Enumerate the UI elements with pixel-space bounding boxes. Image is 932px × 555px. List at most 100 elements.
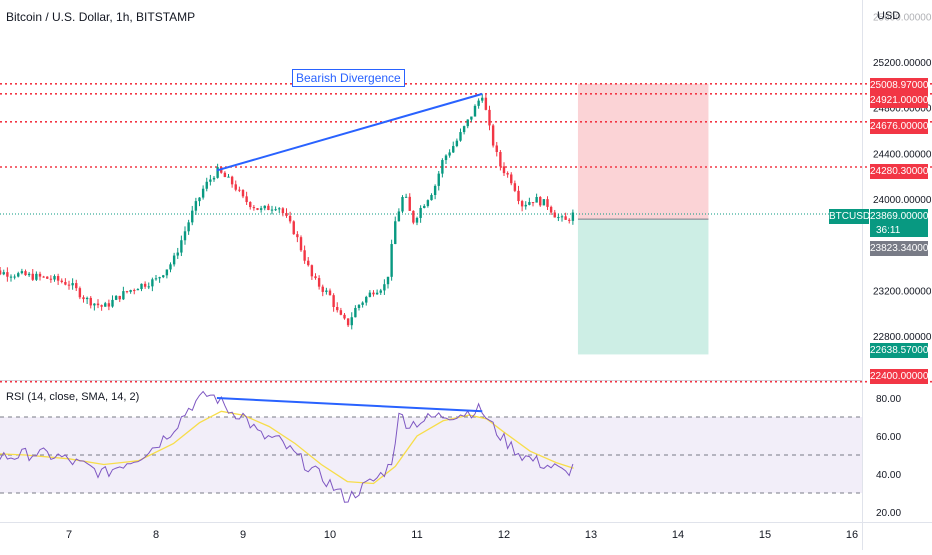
candle-body [448, 152, 451, 156]
candle-body [67, 284, 71, 286]
price-axis-label: 25600.00000 [873, 12, 932, 23]
candle-body [238, 189, 241, 191]
candle-body [267, 205, 270, 211]
rsi-axis-label: 80.00 [876, 394, 901, 405]
candle-body [441, 160, 444, 174]
candle-body [212, 177, 216, 180]
candle-body [520, 201, 524, 207]
candle-body [209, 179, 212, 182]
candle-body [288, 215, 292, 222]
candle-body [9, 276, 13, 278]
candle-body [245, 196, 248, 203]
candle-body [230, 176, 234, 185]
candle-body [299, 237, 303, 251]
stop-loss-zone [577, 83, 709, 220]
candle-body [488, 109, 491, 126]
candle-body [38, 273, 42, 277]
candle-body [89, 297, 92, 306]
candle-body [415, 217, 419, 223]
bearish-divergence-label[interactable]: Bearish Divergence [292, 69, 405, 87]
candle-body [394, 221, 397, 245]
candle-body [325, 290, 328, 292]
candle-body [241, 190, 245, 197]
candle-body [78, 288, 82, 298]
price-tag-last: 23869.00000 [870, 209, 929, 224]
candle-body [466, 119, 469, 127]
candle-body [24, 271, 27, 276]
candle-body [484, 97, 488, 110]
candle-body [433, 185, 437, 195]
price-tag-level: 22400.00000 [870, 369, 929, 384]
candle-body [27, 273, 31, 276]
candle-body [17, 273, 20, 277]
candle-body [256, 208, 259, 210]
candle-body [201, 188, 205, 198]
candle-body [564, 216, 567, 220]
candle-body [513, 183, 517, 191]
candle-body [426, 200, 430, 206]
candle-body [198, 197, 201, 202]
candle-body [328, 290, 332, 296]
candle-body [397, 211, 401, 222]
candle-body [49, 278, 53, 280]
price-axis-label: 24400.00000 [873, 149, 932, 160]
candle-body [546, 199, 549, 207]
candle-body [143, 283, 147, 287]
candle-body [357, 304, 361, 308]
rsi-ma-line [0, 410, 574, 485]
candle-body [452, 146, 455, 153]
candle-body [154, 278, 158, 280]
candle-body [274, 209, 277, 211]
candle-body [100, 305, 103, 307]
time-axis-border [0, 522, 932, 523]
time-axis-label: 9 [240, 529, 246, 541]
candle-body [346, 318, 350, 326]
candle-body [263, 205, 266, 209]
candle-body [191, 210, 194, 223]
candle-body [270, 209, 274, 211]
candle-body [553, 212, 556, 218]
symbol-tag: BTCUSD [829, 209, 871, 224]
candle-body [129, 290, 132, 292]
candle-body [524, 204, 527, 207]
candle-body [361, 302, 364, 305]
candle-body [234, 184, 237, 190]
candle-body [437, 173, 440, 186]
candle-body [64, 281, 67, 285]
candle-body [75, 283, 78, 289]
rsi-axis-label: 20.00 [876, 508, 901, 519]
candle-body [136, 289, 140, 291]
candle-body [383, 284, 386, 291]
candle-body [571, 212, 575, 221]
time-axis-label: 14 [672, 529, 684, 541]
candle-body [85, 297, 89, 300]
candle-body [20, 271, 24, 274]
candle-body [162, 275, 165, 278]
rsi-legend: RSI (14, close, SMA, 14, 2) [6, 391, 140, 403]
candle-body [227, 176, 230, 178]
candle-body [343, 314, 346, 319]
candle-body [444, 155, 448, 161]
time-axis-label: 16 [846, 529, 858, 541]
price-axis-label: 25200.00000 [873, 58, 932, 69]
candle-body [354, 307, 357, 318]
pane-separator [0, 380, 862, 381]
candle-body [53, 276, 56, 280]
candle-body [495, 145, 498, 152]
time-axis-label: 8 [153, 529, 159, 541]
price-tag-stop: 25008.97000 [870, 78, 929, 93]
candle-body [477, 100, 480, 106]
candle-body [0, 270, 2, 275]
candle-body [386, 276, 390, 285]
candle-body [321, 286, 324, 292]
candle-body [42, 276, 45, 278]
candle-body [408, 196, 411, 211]
candle-body [165, 269, 169, 276]
price-tag-level: 24280.30000 [870, 164, 929, 179]
candle-body [93, 303, 96, 306]
candle-body [96, 303, 100, 306]
price-tag-target: 22638.57000 [870, 343, 929, 358]
price-tag-high: 24921.00000 [870, 93, 929, 108]
